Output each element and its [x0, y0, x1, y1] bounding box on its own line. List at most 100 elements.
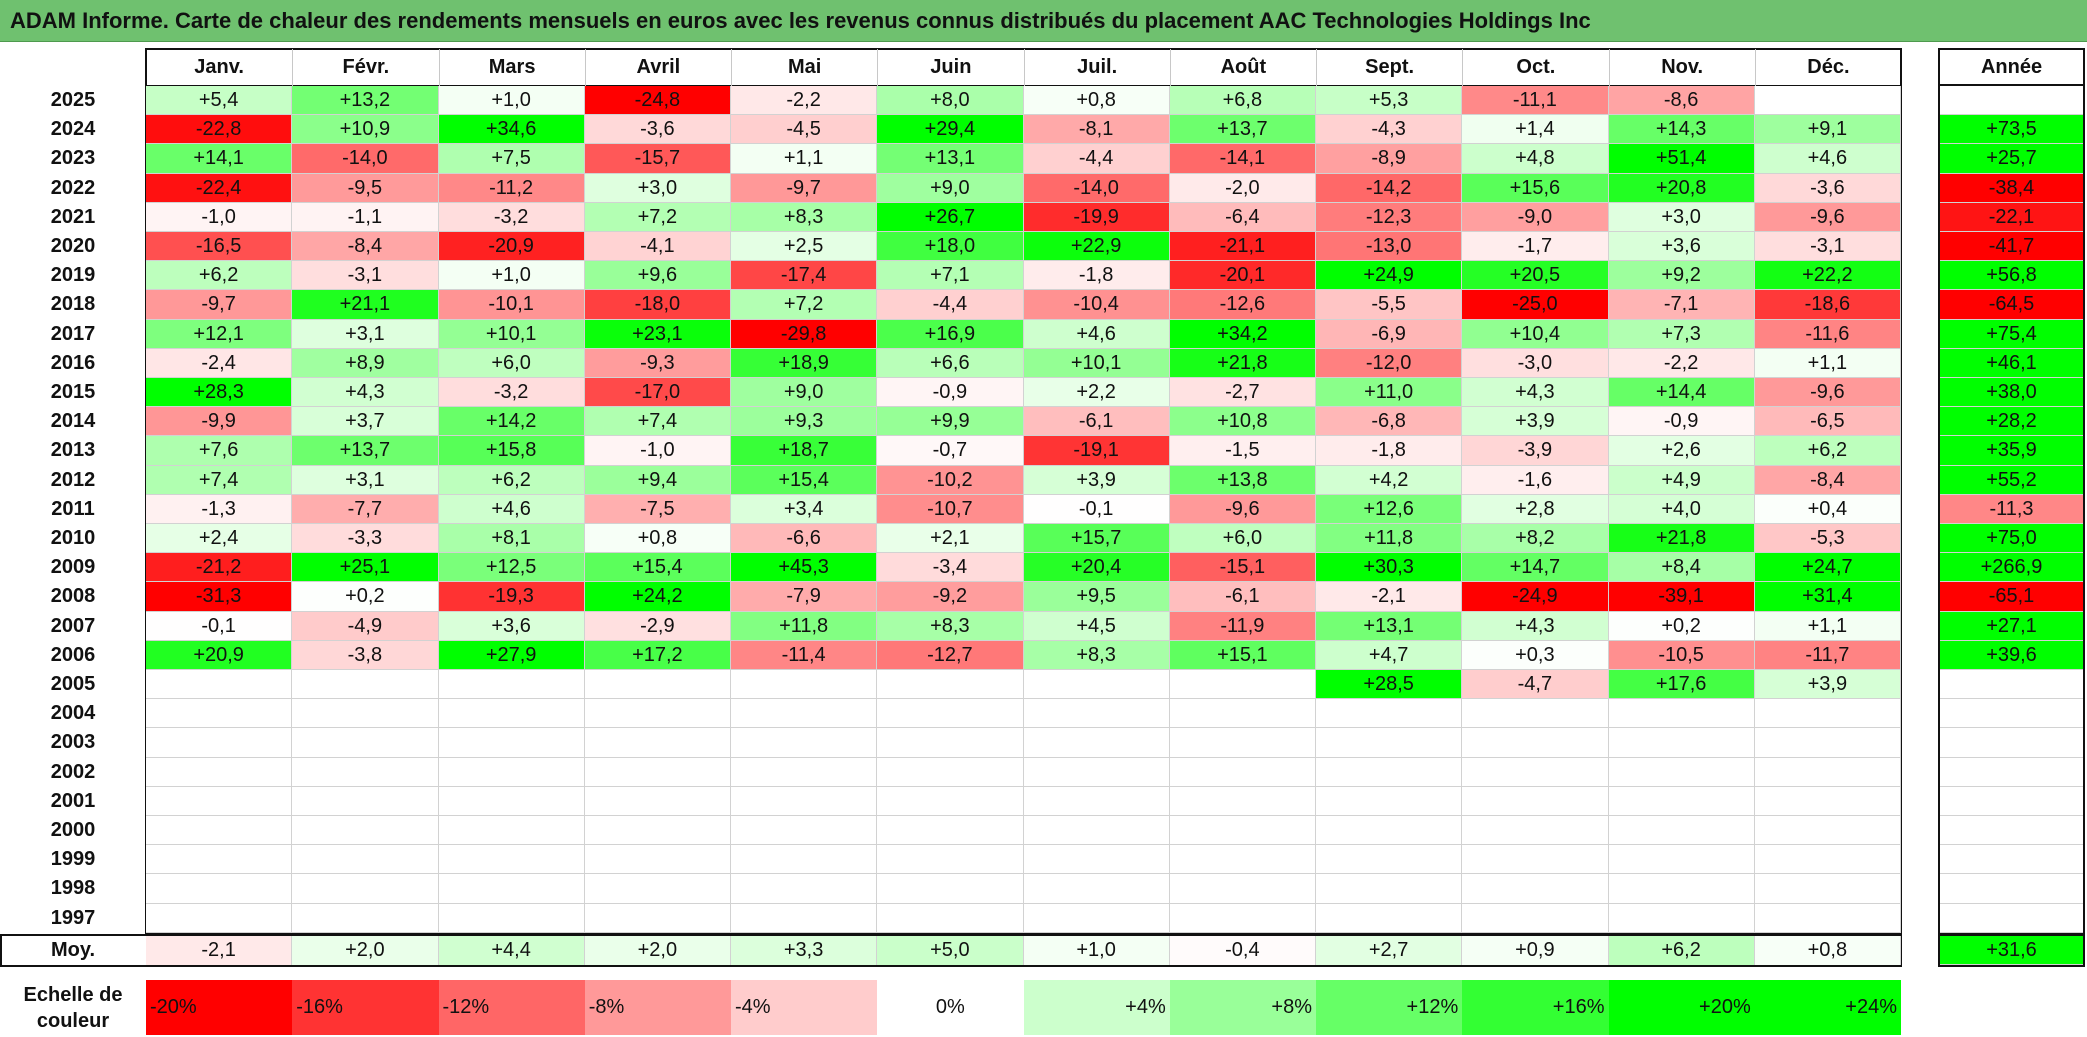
annual-cell: -64,5: [1940, 290, 2083, 320]
heatmap-cell: [731, 903, 878, 933]
heatmap-cell: [292, 874, 439, 904]
heatmap-cell: -3,2: [438, 378, 585, 408]
year-label: 2006: [50, 643, 96, 666]
heatmap-cell: [877, 757, 1024, 787]
heatmap-cell: -1,3: [146, 494, 293, 524]
heatmap-cell: -17,4: [731, 261, 878, 291]
legend-swatch: 0%: [877, 980, 1024, 1035]
heatmap-cell: +20,4: [1023, 553, 1170, 583]
heatmap-cell: -22,4: [146, 173, 293, 203]
heatmap-cell: -3,1: [292, 261, 439, 291]
heatmap-cell: +3,9: [1754, 670, 1901, 700]
heatmap-cell: +8,3: [877, 611, 1024, 641]
heatmap-cell: -1,1: [292, 202, 439, 232]
average-cell: +1,0: [1023, 936, 1170, 965]
heatmap-cell: [1169, 786, 1316, 816]
year-label: 2011: [51, 497, 95, 520]
month-header: Févr.: [292, 49, 438, 86]
heatmap-cell: -18,0: [584, 290, 731, 320]
heatmap-cell: +9,4: [584, 465, 731, 495]
heatmap-cell: +31,4: [1754, 582, 1901, 612]
heatmap-cell: [292, 699, 439, 729]
heatmap-cell: -4,4: [1023, 144, 1170, 174]
heatmap-cell: [146, 670, 293, 700]
heatmap-cell: [438, 728, 585, 758]
heatmap-cell: +14,2: [438, 407, 585, 437]
heatmap-cell: -12,7: [877, 640, 1024, 670]
legend-swatch: -16%: [292, 980, 439, 1035]
heatmap-cell: -11,7: [1754, 640, 1901, 670]
average-cell: +0,8: [1754, 936, 1901, 965]
heatmap-cell: -2,4: [146, 348, 293, 378]
month-header: Avril: [584, 49, 731, 86]
month-header: Juil.: [1023, 49, 1170, 86]
heatmap-cell: [1023, 728, 1170, 758]
month-header: Nov.: [1608, 49, 1755, 86]
heatmap-cell: -15,7: [584, 144, 731, 174]
heatmap-cell: -3,4: [877, 553, 1024, 583]
heatmap-cell: +2,6: [1608, 436, 1755, 466]
heatmap-cell: +4,7: [1316, 640, 1463, 670]
heatmap-cell: +21,8: [1608, 524, 1755, 554]
heatmap-cell: -5,5: [1316, 290, 1463, 320]
heatmap-cell: -11,9: [1169, 611, 1316, 641]
year-label: 2001: [50, 789, 96, 812]
heatmap-cell: +26,7: [877, 202, 1024, 232]
heatmap-cell: -19,3: [438, 582, 585, 612]
heatmap-cell: -3,3: [292, 524, 439, 554]
heatmap-cell: [1754, 816, 1901, 846]
heatmap-cell: -19,1: [1023, 436, 1170, 466]
heatmap-cell: -9,5: [292, 173, 439, 203]
year-label: 2024: [50, 118, 96, 141]
year-label: 2010: [50, 527, 96, 549]
heatmap-cell: +11,8: [731, 611, 878, 641]
heatmap-cell: [1462, 903, 1609, 933]
heatmap-cell: -24,9: [1462, 582, 1609, 612]
heatmap-cell: +2,8: [1462, 494, 1609, 524]
heatmap-cell: +1,0: [438, 86, 585, 116]
heatmap-cell: +3,7: [292, 407, 439, 437]
year-label: 2023: [50, 147, 96, 170]
heatmap-cell: -8,4: [1754, 465, 1901, 495]
heatmap-cell: [146, 699, 293, 729]
heatmap-cell: [1316, 699, 1463, 729]
heatmap-cell: [584, 670, 731, 700]
legend-label: Echelle de couleur: [0, 980, 146, 1035]
heatmap-cell: [1023, 816, 1170, 846]
heatmap-cell: +7,2: [731, 290, 878, 320]
heatmap-cell: [877, 670, 1024, 700]
heatmap-cell: [1754, 699, 1901, 729]
heatmap-cell: [1462, 757, 1609, 787]
heatmap-cell: [1608, 699, 1755, 729]
heatmap-cell: +20,5: [1462, 261, 1609, 291]
annual-cell: +35,9: [1940, 436, 2083, 466]
heatmap-cell: -9,6: [1754, 202, 1901, 232]
heatmap-cell: [1023, 903, 1170, 933]
heatmap-cell: -9,6: [1169, 494, 1316, 524]
heatmap-cell: [146, 757, 293, 787]
heatmap-cell: -6,5: [1754, 407, 1901, 437]
heatmap-cell: +20,8: [1608, 173, 1755, 203]
heatmap-cell: +14,4: [1608, 378, 1755, 408]
heatmap-cell: +16,9: [877, 319, 1024, 349]
year-label: 2008: [50, 585, 96, 608]
heatmap-cell: +4,3: [1462, 378, 1609, 408]
heatmap-cell: -19,9: [1023, 202, 1170, 232]
heatmap-cell: +51,4: [1608, 144, 1755, 174]
annual-average-frame: [1938, 934, 2085, 967]
year-label: 2004: [50, 702, 96, 725]
heatmap-cell: +13,2: [292, 86, 439, 116]
heatmap-cell: [1462, 728, 1609, 758]
annual-cell: +39,6: [1940, 640, 2083, 670]
annual-cell: [1940, 670, 2083, 700]
heatmap-cell: +17,2: [584, 640, 731, 670]
heatmap-cell: +5,4: [146, 86, 293, 116]
heatmap-cell: +3,0: [584, 173, 731, 203]
heatmap-cell: -4,5: [731, 115, 878, 145]
year-label: 2022: [50, 176, 96, 199]
heatmap-cell: -7,5: [584, 494, 731, 524]
heatmap-cell: -4,3: [1316, 115, 1463, 145]
heatmap-cell: -2,7: [1169, 378, 1316, 408]
heatmap-cell: [438, 816, 585, 846]
month-header: Sept.: [1316, 49, 1462, 86]
